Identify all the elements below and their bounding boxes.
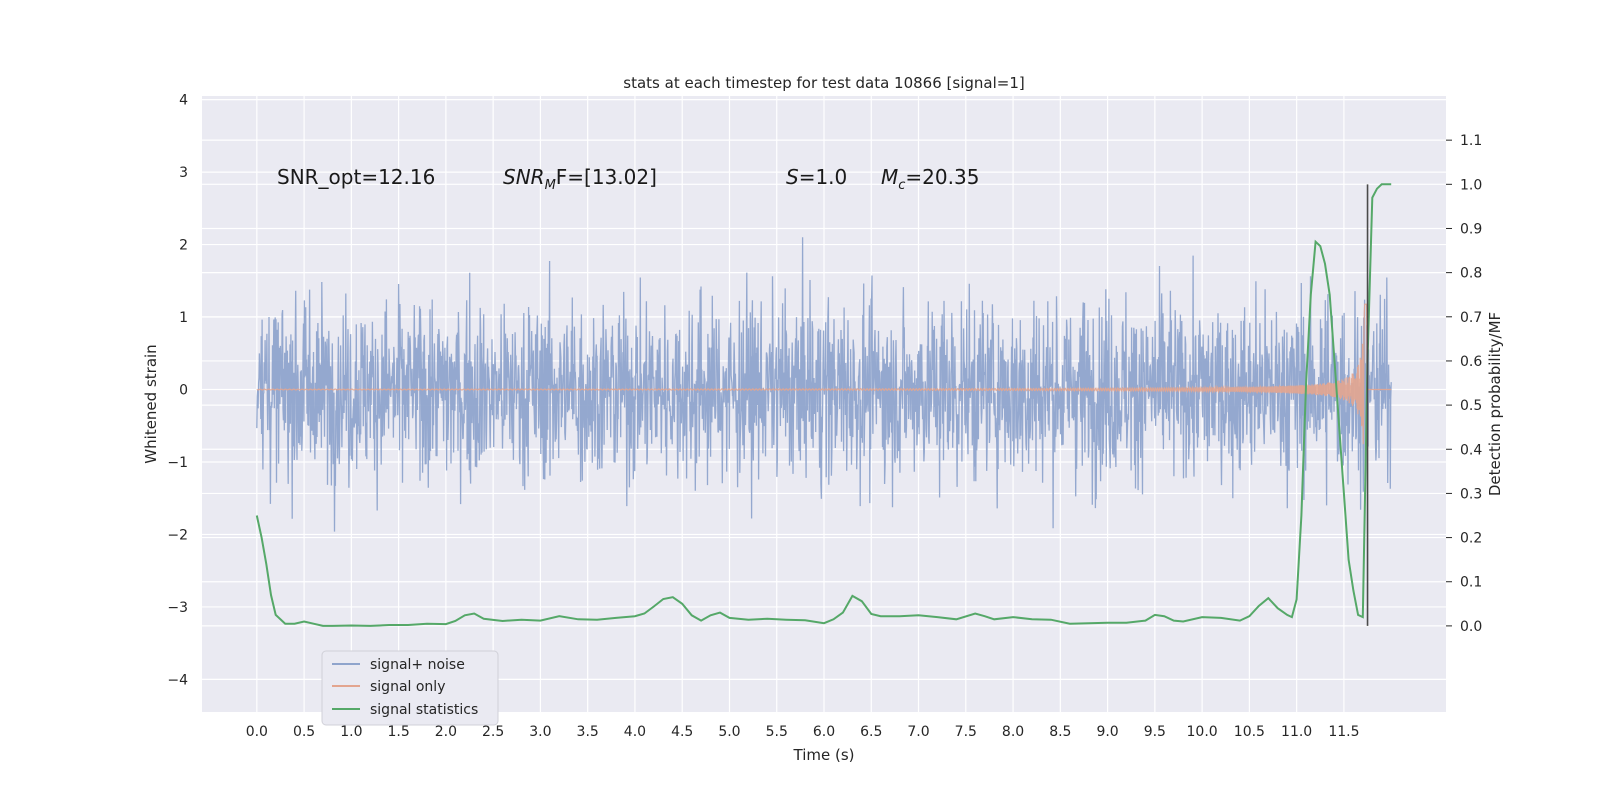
y-axis-label-right: Detection probability/MF — [1486, 312, 1504, 496]
y-tick-label-right: 1.0 — [1460, 177, 1482, 193]
series-signal-statistics — [255, 183, 1392, 627]
x-tick-label: 7.0 — [907, 724, 929, 740]
legend-box — [321, 650, 499, 726]
y-tick-label: −4 — [167, 672, 188, 688]
y-tick-label-right: 1.1 — [1460, 133, 1482, 149]
x-tick-label: 5.0 — [718, 724, 740, 740]
y-tick-label-right: 0.3 — [1460, 486, 1482, 502]
y-tick-label: 1 — [179, 310, 188, 326]
legend-label-noise: signal+ noise — [370, 657, 465, 673]
y-tick-label-right: 0.1 — [1460, 575, 1482, 591]
legend-label-signal: signal only — [370, 679, 445, 695]
x-tick-label: 3.5 — [577, 724, 599, 740]
x-tick-label: 1.5 — [387, 724, 409, 740]
x-tick-label: 6.5 — [860, 724, 882, 740]
y-tick-label: 2 — [179, 238, 188, 254]
s-value: =1.0 — [799, 165, 848, 189]
snr-mf-sub: M — [545, 178, 556, 193]
y-tick-label: 0 — [179, 383, 188, 399]
annotation-snr-opt: SNR_opt=12.16 — [277, 165, 435, 189]
chart-title: stats at each timestep for test data 108… — [623, 74, 1024, 92]
x-tick-label: 4.5 — [671, 724, 693, 740]
x-tick-label: 4.0 — [624, 724, 646, 740]
y-tick-label-right: 0.6 — [1460, 354, 1482, 370]
x-tick-label: 1.0 — [340, 724, 362, 740]
x-axis-label: Time (s) — [793, 746, 855, 764]
x-tick-label: 0.0 — [246, 724, 268, 740]
y-tick-label-right: 0.5 — [1460, 398, 1482, 414]
noise-line — [256, 237, 1392, 532]
x-ticks: 0.0 0.5 1.0 1.5 2.0 2.5 3.0 3.5 4.0 4.5 5.0 5.5 6.0 6… — [246, 724, 1360, 740]
annotation-snr-mf: SNRMF=[13.02] — [503, 165, 657, 193]
x-tick-label: 10.0 — [1187, 724, 1218, 740]
y-tick-label: −3 — [167, 600, 188, 616]
y-tick-label: 4 — [179, 93, 188, 109]
y-axis-label: Whitened strain — [142, 344, 160, 463]
x-tick-label: 6.0 — [813, 724, 835, 740]
x-tick-label: 8.5 — [1049, 724, 1071, 740]
x-tick-label: 0.5 — [293, 724, 315, 740]
y-tick-label-right: 0.9 — [1460, 221, 1482, 237]
x-tick-label: 9.0 — [1096, 724, 1118, 740]
series-signal-only — [256, 303, 1392, 445]
x-tick-label: 11.0 — [1281, 724, 1312, 740]
annotation-s: S=1.0 — [786, 165, 847, 189]
y-ticks-right: 1.1 1.0 0.9 0.8 0.7 0.6 0.5 0.4 0.3 0.2 0.1 0.0 — [1446, 133, 1482, 635]
y-tick-label-right: 0.8 — [1460, 266, 1482, 282]
y-tick-label-right: 0.2 — [1460, 531, 1482, 547]
x-tick-label: 11.5 — [1328, 724, 1359, 740]
y-tick-label-right: 0.7 — [1460, 310, 1482, 326]
x-tick-label: 2.5 — [482, 724, 504, 740]
s-label: S — [786, 165, 799, 189]
legend: signal+ noise signal only signal statist… — [321, 650, 499, 726]
y-tick-label: −2 — [167, 527, 188, 543]
y-ticks: 4 3 2 1 0 −1 −2 −3 −4 — [167, 93, 188, 689]
x-tick-label: 10.5 — [1234, 724, 1265, 740]
mc-value: =20.35 — [905, 165, 979, 189]
snr-mf-value: F=[13.02] — [556, 165, 657, 189]
series-signal-plus-noise — [256, 237, 1392, 532]
snr-mf-label: SNR — [503, 165, 545, 189]
y-tick-label-right: 0.0 — [1460, 619, 1482, 635]
y-tick-label-right: 0.4 — [1460, 442, 1482, 458]
x-tick-label: 7.5 — [955, 724, 977, 740]
x-tick-label: 3.0 — [529, 724, 551, 740]
y-tick-label: −1 — [167, 455, 188, 471]
mc-label: M — [881, 165, 898, 189]
y-tick-label: 3 — [179, 165, 188, 181]
signal-line — [256, 303, 1392, 445]
legend-label-statistics: signal statistics — [370, 702, 478, 718]
x-tick-label: 2.0 — [435, 724, 457, 740]
x-tick-label: 9.5 — [1144, 724, 1166, 740]
statistics-line — [255, 183, 1392, 627]
mc-sub: c — [898, 178, 905, 193]
x-tick-label: 8.0 — [1002, 724, 1024, 740]
x-tick-label: 5.5 — [766, 724, 788, 740]
annotation-mc: Mc=20.35 — [881, 165, 979, 193]
